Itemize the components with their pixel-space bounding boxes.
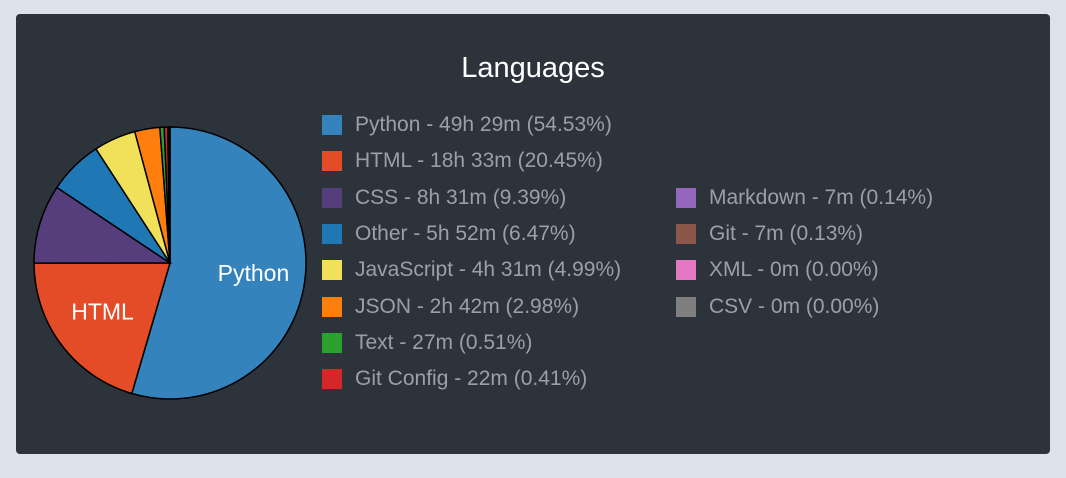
pie-chart: Python HTML [33, 126, 307, 400]
legend-swatch-csv [676, 296, 696, 317]
legend-item-css: CSS - 8h 31m (9.39%) [322, 186, 566, 210]
legend-label-css: CSS - 8h 31m (9.39%) [355, 185, 567, 209]
legend-label-git-config: Git Config - 22m (0.41%) [355, 367, 588, 391]
legend-swatch-json [322, 296, 342, 317]
legend-label-xml: XML - 0m (0.00%) [709, 258, 879, 282]
legend-item-html: HTML - 18h 33m (20.45%) [322, 149, 603, 173]
legend-label-html: HTML - 18h 33m (20.45%) [355, 149, 603, 173]
legend-label-json: JSON - 2h 42m (2.98%) [355, 294, 580, 318]
legend-item-javascript: JavaScript - 4h 31m (4.99%) [322, 258, 621, 282]
legend-label-python: Python - 49h 29m (54.53%) [355, 113, 612, 136]
pie-slice-html [33, 262, 172, 395]
legend-item-git-config: Git Config - 22m (0.41%) [322, 367, 587, 391]
legend-swatch-text [322, 332, 342, 353]
legend-item-python: Python - 49h 29m (54.53%) [322, 113, 612, 137]
legend-swatch-xml [676, 260, 696, 281]
legend-item-markdown: Markdown - 7m (0.14%) [676, 186, 933, 210]
pie-slice-git [168, 126, 171, 264]
legend-swatch-other [322, 223, 342, 244]
legend-label-git: Git - 7m (0.13%) [709, 221, 864, 245]
legend-label-javascript: JavaScript - 4h 31m (4.99%) [355, 258, 622, 282]
legend-swatch-javascript [322, 260, 342, 281]
legend-swatch-git-config [322, 369, 342, 390]
legend-label-other: Other - 5h 52m (6.47%) [355, 221, 576, 245]
legend-item-xml: XML - 0m (0.00%) [676, 258, 879, 282]
legend-swatch-python [322, 115, 342, 135]
legend-label-text: Text - 27m (0.51%) [355, 330, 533, 354]
legend-item-text: Text - 27m (0.51%) [322, 331, 532, 355]
legend-item-csv: CSV - 0m (0.00%) [676, 295, 879, 319]
legend-swatch-markdown [676, 187, 696, 208]
slice-label-python: Python [218, 260, 290, 286]
legend-item-json: JSON - 2h 42m (2.98%) [322, 295, 579, 319]
legend-item-git: Git - 7m (0.13%) [676, 222, 863, 246]
slice-label-html: HTML [71, 299, 134, 325]
legend-label-csv: CSV - 0m (0.00%) [709, 294, 880, 318]
legend-swatch-css [322, 187, 342, 208]
pie-slice-css [33, 186, 173, 264]
chart-title: Languages [461, 52, 605, 84]
pie-slice-python [130, 126, 307, 400]
legend-label-markdown: Markdown - 7m (0.14%) [709, 185, 934, 209]
legend-item-other: Other - 5h 52m (6.47%) [322, 222, 576, 246]
legend-swatch-git [676, 223, 696, 244]
languages-card: Languages Python HTML Python - 49h 29m (5… [16, 14, 1050, 454]
legend-swatch-html [322, 151, 342, 172]
